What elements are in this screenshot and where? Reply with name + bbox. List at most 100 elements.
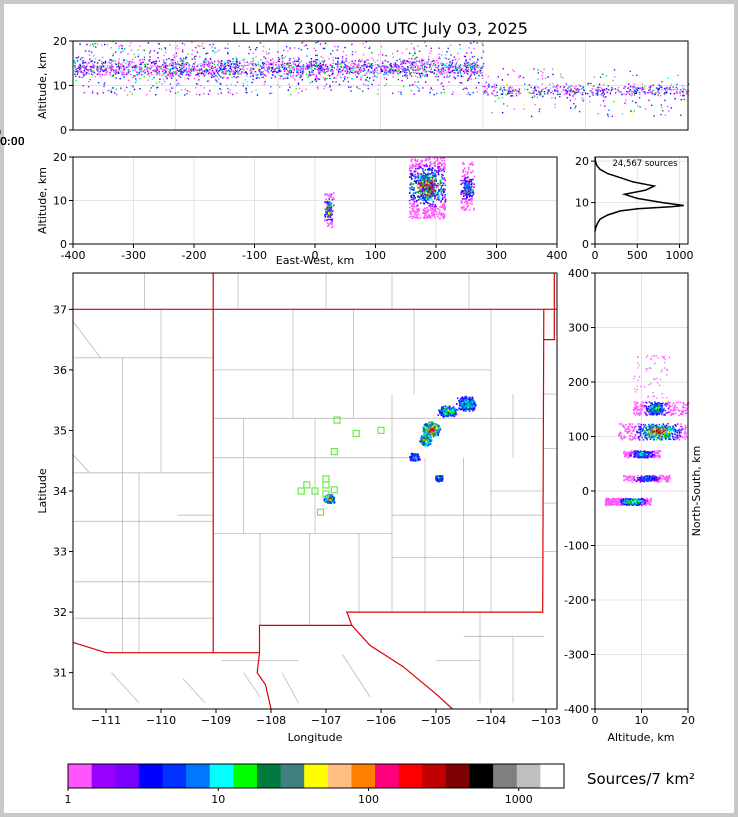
source-point (472, 62, 474, 65)
source-point (368, 62, 370, 64)
source-point (233, 73, 235, 75)
source-point (667, 77, 669, 79)
source-point (236, 92, 238, 94)
source-point (330, 193, 332, 195)
source-point (83, 57, 85, 59)
source-point (469, 65, 472, 68)
source-point (338, 83, 341, 86)
source-point (206, 63, 208, 66)
source-point (466, 64, 468, 67)
source-point (86, 43, 88, 46)
source-point (379, 72, 381, 74)
source-point (457, 75, 459, 77)
source-point (208, 72, 210, 75)
source-point (82, 62, 84, 64)
source-point (595, 93, 597, 95)
source-point (686, 90, 688, 93)
source-point (482, 77, 484, 79)
source-point (417, 72, 419, 74)
source-point (160, 65, 163, 68)
source-point (415, 211, 417, 213)
source-point (80, 65, 82, 68)
source-point (329, 203, 331, 206)
source-point (464, 55, 467, 58)
source-point (533, 92, 535, 95)
source-point (412, 198, 415, 201)
source-point (79, 63, 81, 65)
source-point (193, 56, 196, 58)
source-point (318, 69, 320, 71)
source-point (592, 94, 594, 96)
source-point (380, 68, 382, 70)
source-point (261, 61, 264, 64)
source-point (210, 61, 212, 63)
source-point (583, 89, 585, 92)
source-point (353, 71, 355, 74)
source-point (599, 90, 602, 92)
source-point (148, 52, 151, 54)
source-point (359, 71, 362, 73)
source-point (220, 61, 222, 63)
source-point (82, 60, 84, 62)
source-point (324, 85, 326, 87)
source-point (118, 67, 121, 69)
source-point (358, 67, 360, 69)
source-point (660, 95, 662, 97)
source-point (430, 61, 432, 63)
source-point (401, 62, 403, 64)
source-point (417, 211, 419, 214)
source-point (361, 59, 363, 61)
source-point (425, 74, 427, 76)
source-point (431, 187, 434, 190)
source-point (412, 209, 415, 211)
source-point (292, 74, 295, 77)
source-point (324, 216, 327, 218)
source-point (551, 97, 553, 99)
source-point (340, 66, 342, 68)
source-point (471, 182, 473, 184)
source-point (195, 74, 198, 76)
source-point (165, 71, 167, 74)
source-point (421, 67, 424, 69)
source-point (241, 65, 243, 67)
source-point (132, 86, 134, 88)
source-point (113, 71, 115, 73)
source-point (291, 66, 293, 68)
source-point (264, 57, 267, 60)
source-point (268, 72, 271, 75)
source-point (477, 59, 479, 61)
source-point (322, 68, 324, 70)
source-point (179, 70, 182, 73)
source-point (246, 91, 248, 94)
source-point (442, 217, 445, 220)
source-point (648, 99, 650, 101)
source-point (434, 205, 436, 208)
source-point (209, 69, 211, 71)
source-point (185, 56, 188, 59)
source-point (412, 196, 414, 199)
source-point (515, 94, 518, 97)
source-point (205, 69, 208, 71)
source-point (376, 67, 378, 69)
source-point (396, 66, 398, 69)
source-point (426, 173, 428, 176)
source-point (475, 66, 478, 69)
source-point (441, 198, 444, 200)
source-point (357, 72, 359, 75)
source-point (76, 57, 79, 59)
source-point (536, 96, 538, 99)
source-point (331, 65, 333, 67)
source-point (576, 88, 579, 90)
source-point (284, 69, 286, 71)
source-point (351, 43, 353, 46)
source-point (90, 65, 92, 68)
source-point (421, 190, 423, 192)
source-point (425, 163, 428, 166)
source-point (297, 83, 300, 86)
source-point (566, 90, 568, 92)
source-point (359, 79, 362, 81)
source-point (444, 196, 446, 198)
source-point (411, 186, 413, 188)
source-point (448, 58, 450, 60)
source-point (297, 71, 299, 74)
